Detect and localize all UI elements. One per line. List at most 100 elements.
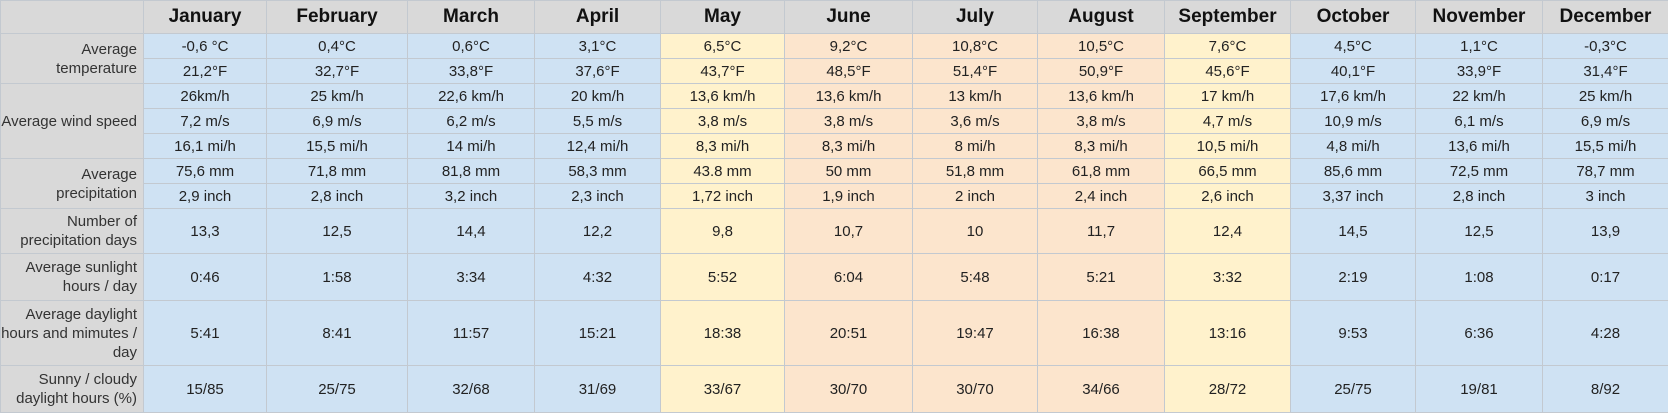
cell-wind-speed-april: 20 km/h [534,83,661,109]
cell-temperature-may: 43,7°F [660,58,785,84]
cell-sunlight-hours-january: 0:46 [143,253,267,301]
cell-wind-speed-july: 13 km/h [912,83,1038,109]
cell-wind-speed-december: 25 km/h [1542,83,1668,109]
cell-precipitation-november: 2,8 inch [1415,183,1543,209]
cell-temperature-april: 37,6°F [534,58,661,84]
cell-precipitation-september: 2,6 inch [1164,183,1291,209]
cell-sunny-cloudy-may: 33/67 [660,365,785,413]
cell-precipitation-december: 78,7 mm [1542,158,1668,184]
cell-precipitation-april: 2,3 inch [534,183,661,209]
cell-precipitation-october: 85,6 mm [1290,158,1416,184]
cell-wind-speed-april: 12,4 mi/h [534,133,661,159]
row-label-daylight-hours: Average daylight hours and mimutes / day [0,300,144,366]
cell-temperature-may: 6,5°C [660,33,785,59]
cell-temperature-december: 31,4°F [1542,58,1668,84]
month-header-july: July [912,0,1038,34]
cell-wind-speed-september: 10,5 mi/h [1164,133,1291,159]
row-precipitation: Average precipitation 75,6 mm 71,8 mm 81,8 … [0,158,1668,209]
month-header-august: August [1037,0,1165,34]
cell-wind-speed-november: 13,6 mi/h [1415,133,1543,159]
cell-temperature-june: 48,5°F [784,58,913,84]
cell-sunny-cloudy-february: 25/75 [266,365,408,413]
cell-wind-speed-february: 25 km/h [266,83,408,109]
cell-sunny-cloudy-march: 32/68 [407,365,535,413]
cell-sunlight-hours-november: 1:08 [1415,253,1543,301]
month-header-october: October [1290,0,1416,34]
cell-wind-speed-november: 6,1 m/s [1415,108,1543,134]
cell-wind-speed-november: 22 km/h [1415,83,1543,109]
cell-daylight-hours-february: 8:41 [266,300,408,366]
row-wind-speed: 7,2 m/s 6,9 m/s 6,2 m/s 5,5 m/s 3,8 m/s 3,8 m… [1,108,1668,134]
cell-sunny-cloudy-october: 25/75 [1290,365,1416,413]
cell-precipitation-days-october: 14,5 [1290,208,1416,254]
cell-wind-speed-june: 8,3 mi/h [784,133,913,159]
row-label-temperature: Average temperature [0,33,144,84]
cell-wind-speed-january: 7,2 m/s [143,108,267,134]
cell-precipitation-days-june: 10,7 [784,208,913,254]
cell-temperature-september: 45,6°F [1164,58,1291,84]
cell-precipitation-may: 1,72 inch [660,183,785,209]
cell-temperature-october: 40,1°F [1290,58,1416,84]
row-sunny-cloudy: Sunny / cloudy daylight hours (%) 15/85 25… [0,365,1668,413]
cell-temperature-august: 50,9°F [1037,58,1165,84]
cell-wind-speed-may: 13,6 km/h [660,83,785,109]
cell-daylight-hours-may: 18:38 [660,300,785,366]
cell-sunlight-hours-march: 3:34 [407,253,535,301]
cell-temperature-february: 0,4°C [266,33,408,59]
cell-sunny-cloudy-january: 15/85 [143,365,267,413]
row-precipitation-days: Number of precipitation days 13,3 12,5 14,4… [0,208,1668,254]
cell-temperature-february: 32,7°F [266,58,408,84]
cell-wind-speed-september: 17 km/h [1164,83,1291,109]
month-header-january: January [143,0,267,34]
cell-temperature-october: 4,5°C [1290,33,1416,59]
cell-precipitation-days-february: 12,5 [266,208,408,254]
cell-precipitation-december: 3 inch [1542,183,1668,209]
cell-wind-speed-january: 16,1 mi/h [143,133,267,159]
cell-sunlight-hours-july: 5:48 [912,253,1038,301]
cell-sunlight-hours-december: 0:17 [1542,253,1668,301]
cell-sunny-cloudy-september: 28/72 [1164,365,1291,413]
cell-daylight-hours-june: 20:51 [784,300,913,366]
cell-wind-speed-october: 4,8 mi/h [1290,133,1416,159]
cell-wind-speed-march: 14 mi/h [407,133,535,159]
row-precipitation: 2,9 inch 2,8 inch 3,2 inch 2,3 inch 1,72 inc… [1,183,1668,209]
header-row: January February March April May June July Augu… [0,0,1668,34]
row-label-precipitation: Average precipitation [0,158,144,209]
cell-precipitation-days-december: 13,9 [1542,208,1668,254]
cell-temperature-september: 7,6°C [1164,33,1291,59]
cell-sunny-cloudy-june: 30/70 [784,365,913,413]
cell-precipitation-march: 81,8 mm [407,158,535,184]
cell-temperature-june: 9,2°C [784,33,913,59]
row-temperature: 21,2°F 32,7°F 33,8°F 37,6°F 43,7°F 48,5°F 51,4… [1,58,1668,84]
cell-wind-speed-december: 6,9 m/s [1542,108,1668,134]
cell-precipitation-november: 72,5 mm [1415,158,1543,184]
cell-temperature-july: 10,8°C [912,33,1038,59]
cell-precipitation-days-september: 12,4 [1164,208,1291,254]
cell-precipitation-june: 50 mm [784,158,913,184]
cell-sunny-cloudy-july: 30/70 [912,365,1038,413]
cell-wind-speed-august: 8,3 mi/h [1037,133,1165,159]
month-header-march: March [407,0,535,34]
row-label-precipitation-days: Number of precipitation days [0,208,144,254]
row-daylight-hours: Average daylight hours and mimutes / day… [0,300,1668,366]
cell-temperature-august: 10,5°C [1037,33,1165,59]
cell-wind-speed-march: 6,2 m/s [407,108,535,134]
cell-precipitation-october: 3,37 inch [1290,183,1416,209]
cell-precipitation-may: 43.8 mm [660,158,785,184]
month-header-may: May [660,0,785,34]
cell-temperature-january: -0,6 °C [143,33,267,59]
cell-daylight-hours-august: 16:38 [1037,300,1165,366]
cell-wind-speed-august: 13,6 km/h [1037,83,1165,109]
month-header-february: February [266,0,408,34]
cell-wind-speed-july: 3,6 m/s [912,108,1038,134]
cell-temperature-march: 33,8°F [407,58,535,84]
cell-wind-speed-july: 8 mi/h [912,133,1038,159]
cell-sunlight-hours-april: 4:32 [534,253,661,301]
cell-wind-speed-august: 3,8 m/s [1037,108,1165,134]
month-header-december: December [1542,0,1668,34]
cell-sunlight-hours-october: 2:19 [1290,253,1416,301]
row-wind-speed: Average wind speed 26km/h 25 km/h 22,6 km/h… [0,83,1668,159]
cell-precipitation-days-july: 10 [912,208,1038,254]
cell-precipitation-january: 2,9 inch [143,183,267,209]
cell-wind-speed-march: 22,6 km/h [407,83,535,109]
